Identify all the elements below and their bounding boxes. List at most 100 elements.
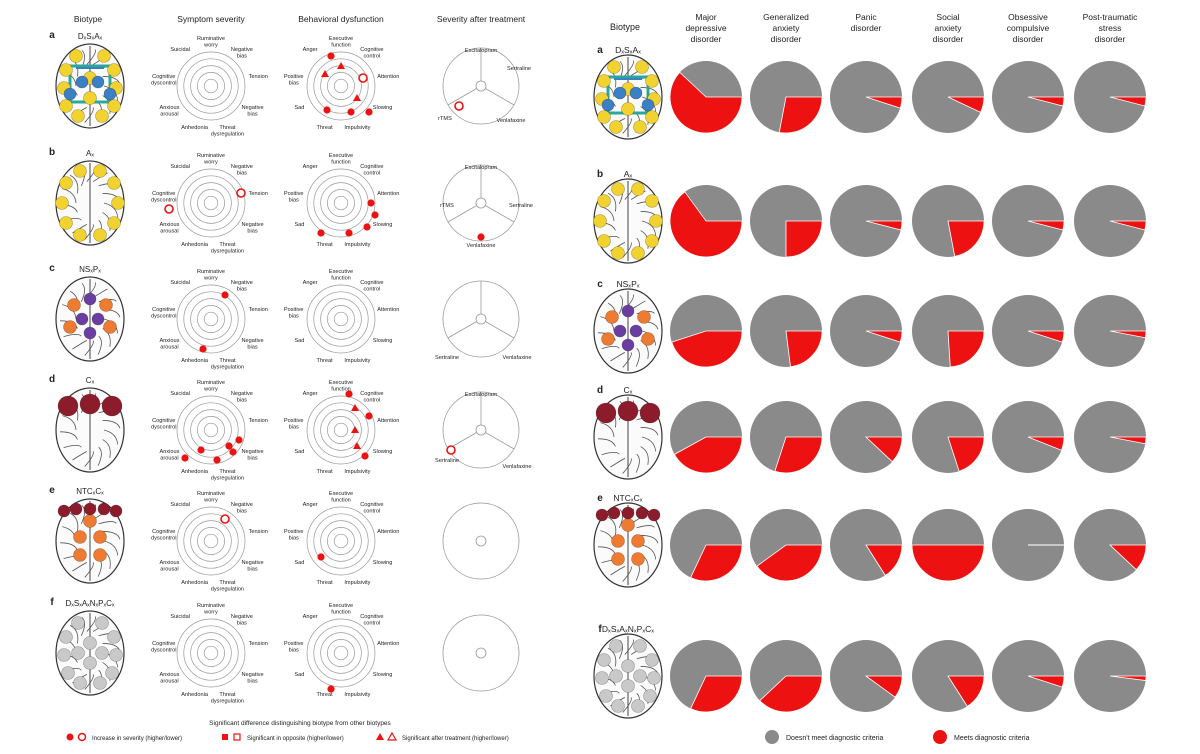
radar-ring (320, 520, 362, 562)
legend-triangle-icon (376, 733, 384, 740)
pie-slice-yes (1109, 330, 1147, 339)
right-column-header: Major (695, 12, 716, 22)
radar-axis-label: control (363, 286, 380, 292)
pie-slice-yes (1027, 96, 1065, 107)
radar-axis-label: Attention (377, 641, 399, 647)
treatment-label: rTMS (438, 116, 452, 122)
radar-axis-label: control (363, 397, 380, 403)
diagnosis-pie (1074, 401, 1147, 473)
brain-sulcus (63, 445, 82, 449)
radar-axis-label: Anhedonia (181, 358, 209, 364)
brain-node (83, 292, 97, 306)
diagnosis-pie (750, 401, 823, 474)
pie-slice-yes (671, 330, 743, 368)
radar-axis-label: Executive (329, 36, 353, 42)
brain-node (59, 99, 73, 113)
radar-axis-label: Slowing (373, 560, 393, 566)
brain-node (69, 502, 83, 516)
brain-sulcus (72, 340, 88, 350)
symptom-radar: RuminativeworryNegativebiasTensionNegati… (151, 36, 268, 138)
radar-axis-label: Threat (316, 469, 333, 475)
brain-node (103, 87, 117, 101)
brain-node (83, 636, 97, 650)
brain-sulcus (103, 202, 119, 218)
brain-node (597, 653, 611, 667)
diagnosis-pie (1074, 640, 1147, 712)
brain-node (629, 86, 643, 100)
radar-ring (333, 422, 349, 438)
legend-label: Doesn't meet diagnostic criteria (786, 735, 884, 742)
radar-axis-label: Anger (303, 391, 318, 397)
brain-sulcus (80, 617, 85, 636)
brain-node (649, 214, 663, 228)
symptom-marker (199, 345, 207, 353)
radar-axis-label: dyscontrol (151, 198, 177, 204)
brain-node (635, 60, 649, 74)
diagnosis-pie (750, 640, 823, 713)
radar-axis-label: Sad (294, 672, 304, 678)
left-column-header: Behavioral dysfunction (298, 14, 384, 24)
radar-axis-label: Ruminative (197, 380, 225, 386)
behavior-marker (345, 229, 353, 237)
pie-slice-yes (947, 220, 985, 257)
brain-node (639, 402, 661, 424)
radar-axis-label: Tension (249, 529, 268, 535)
behavior-marker (363, 223, 371, 231)
brain-node (631, 182, 645, 196)
symptom-marker (229, 448, 237, 456)
right-column-header: disorder (691, 34, 722, 44)
pie-slice-yes (1108, 544, 1147, 571)
brain-sulcus (80, 283, 85, 302)
radar-ring (197, 189, 225, 217)
brain-node (641, 332, 655, 346)
brain-sulcus (84, 107, 94, 123)
behavior-marker (345, 390, 353, 398)
diagnosis-pie (669, 61, 743, 134)
brain-sulcus (635, 453, 640, 473)
brain-sulcus (60, 542, 78, 551)
radar-axis-label: bias (289, 81, 299, 87)
radar-axis-label: Sad (294, 222, 304, 228)
diagnosis-pie (750, 185, 823, 258)
behavior-marker (353, 442, 361, 449)
brain-node (601, 98, 615, 112)
pie-slice-yes (785, 220, 823, 258)
brain-node (605, 310, 619, 324)
brain-node (617, 400, 639, 422)
radar-axis-label: Threat (219, 469, 236, 475)
right-column-header: disorder (771, 34, 802, 44)
brain-node (59, 63, 73, 77)
behavior-marker (323, 106, 331, 114)
radar-ring (203, 533, 219, 549)
symptom-radar: RuminativeworryNegativebiasTensionNegati… (151, 153, 268, 255)
row-letter: f (598, 624, 602, 635)
behavior-marker (337, 62, 345, 69)
radar-axis-label: Sad (294, 449, 304, 455)
radar-axis-label: Impulsivity (344, 358, 370, 364)
brain-sulcus (641, 544, 657, 560)
brain-node (611, 534, 625, 548)
brain-node (69, 49, 83, 63)
radar-ring (333, 78, 349, 94)
radar-axis-label: Cognitive (360, 164, 383, 170)
radar-axis-label: Positive (284, 74, 304, 80)
brain-node (95, 109, 109, 123)
brain-node (633, 639, 647, 653)
right-brain-icon (593, 54, 663, 140)
pie-slice-yes (690, 544, 743, 582)
treatment-marker (477, 233, 485, 241)
brain-node (597, 234, 611, 248)
brain-node (75, 75, 89, 89)
brain-node (609, 120, 623, 134)
radar-axis-label: Cognitive (360, 502, 383, 508)
radar-axis-label: Anxious (159, 338, 179, 344)
symptom-marker (164, 204, 174, 214)
radar-ring (183, 291, 239, 347)
radar-axis-label: Positive (284, 191, 304, 197)
radar-ring (197, 416, 225, 444)
brain-node (637, 310, 651, 324)
radar-ring (320, 182, 362, 224)
pie-slice-yes (865, 330, 903, 343)
